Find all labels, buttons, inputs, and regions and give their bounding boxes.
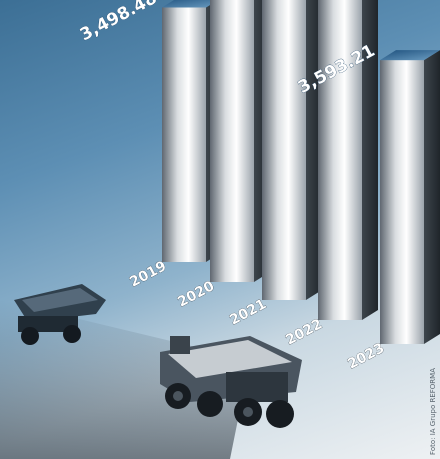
bar-top-face — [162, 0, 218, 8]
bar-top-face — [380, 50, 440, 61]
bar-front-face — [262, 0, 306, 301]
year-label-2022: 2022 — [283, 316, 325, 348]
value-label-2019: 3,498.48 — [77, 0, 160, 45]
bar-2020 — [210, 0, 270, 283]
bar-front-face — [210, 0, 254, 283]
small-mining-truck-illustration — [14, 284, 106, 345]
bars-layer — [162, 0, 440, 345]
bar-front-face — [380, 60, 424, 345]
year-label-2020: 2020 — [175, 278, 217, 311]
bar-2022 — [318, 0, 378, 320]
photo-credit: Foto: IA Grupo REFORMA — [429, 368, 437, 455]
year-label-2019: 2019 — [127, 258, 169, 290]
bar-front-face — [162, 7, 206, 262]
floor-shadow — [0, 300, 250, 459]
bar-front-face — [318, 0, 362, 320]
bar-2023 — [380, 50, 440, 345]
bar-side-face — [362, 0, 378, 320]
bar-2021 — [262, 0, 322, 301]
year-label-2023: 2023 — [345, 340, 387, 372]
large-mining-truck-illustration — [160, 336, 302, 428]
year-label-2021: 2021 — [227, 296, 269, 328]
bar-side-face — [424, 50, 440, 345]
